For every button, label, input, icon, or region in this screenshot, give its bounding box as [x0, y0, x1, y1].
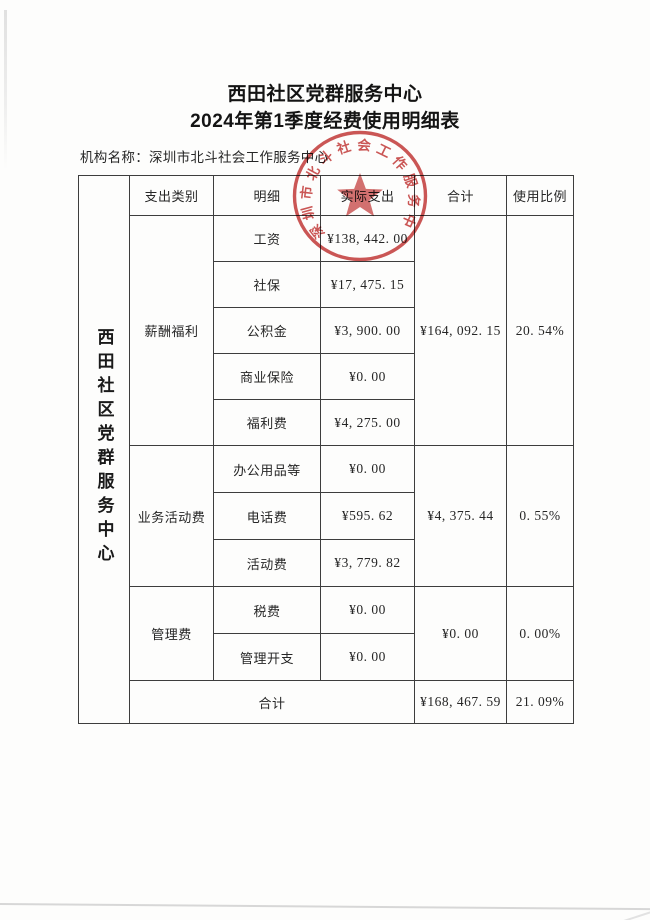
- subtotal-cell-payroll: ¥164, 092. 15: [414, 215, 507, 446]
- total-amount-cell: ¥168, 467. 59: [414, 680, 507, 724]
- subtotal-cell-management: ¥0. 00: [414, 586, 507, 681]
- table-header-row: 西田社区党群服务中心 支出类别 明细 实际支出 合计 使用比例: [78, 175, 574, 724]
- org-name-line: 机构名称：深圳市北斗社会工作服务中心: [80, 149, 328, 167]
- detail-cell: 公积金: [213, 307, 321, 354]
- org-name-value: 深圳市北斗社会工作服务中心: [149, 150, 329, 165]
- detail-cell: 商业保险: [213, 353, 321, 400]
- amount-cell: ¥138, 442. 00: [320, 215, 415, 262]
- amount-cell: ¥3, 900. 00: [320, 307, 415, 354]
- col-header-category: 支出类别: [129, 175, 214, 216]
- ratio-cell-management: 0. 00%: [506, 586, 574, 681]
- page-title: 西田社区党群服务中心 2024年第1季度经费使用明细表: [0, 81, 650, 135]
- amount-cell: ¥0. 00: [320, 633, 415, 681]
- subtotal-cell-activity: ¥4, 375. 44: [414, 445, 507, 587]
- table-row: 活动费 ¥3, 779. 82: [79, 539, 574, 587]
- detail-cell: 工资: [213, 215, 321, 262]
- col-header-detail: 明细: [213, 175, 321, 216]
- page-title-line2: 2024年第1季度经费使用明细表: [190, 111, 460, 132]
- amount-cell: ¥0. 00: [320, 353, 415, 400]
- table-row: 薪酬福利 工资 ¥138, 442. 00 ¥164, 092. 15 20. …: [79, 215, 574, 446]
- amount-cell: ¥0. 00: [320, 445, 415, 493]
- amount-cell: ¥3, 779. 82: [320, 539, 415, 587]
- detail-cell: 电话费: [213, 492, 321, 540]
- table-row: 商业保险 ¥0. 00: [79, 353, 574, 400]
- table-row: 业务活动费 办公用品等 ¥0. 00 ¥4, 375. 44 0. 55%: [79, 445, 574, 587]
- detail-cell: 福利费: [213, 399, 321, 446]
- amount-cell: ¥0. 00: [320, 586, 415, 634]
- vertical-org-title: 西田社区党群服务中心: [94, 327, 114, 568]
- detail-cell: 管理开支: [213, 633, 321, 681]
- table-row: 公积金 ¥3, 900. 00: [79, 307, 574, 354]
- amount-cell: ¥4, 275. 00: [320, 399, 415, 446]
- amount-cell: ¥595. 62: [320, 492, 415, 540]
- category-cell-management: 管理费: [129, 586, 214, 681]
- scan-page-bottom-edge: [0, 903, 650, 910]
- detail-cell: 社保: [213, 261, 321, 308]
- table-row: 电话费 ¥595. 62: [79, 492, 574, 540]
- category-cell-payroll: 薪酬福利: [129, 215, 214, 446]
- total-label-cell: 合计: [129, 680, 415, 724]
- col-header-subtotal: 合计: [414, 175, 507, 216]
- scan-page-corner: [616, 909, 650, 920]
- expense-table: 西田社区党群服务中心 支出类别 明细 实际支出 合计 使用比例 薪酬福利 工资 …: [78, 175, 574, 724]
- table-row: 社保 ¥17, 475. 15: [79, 261, 574, 308]
- col-header-ratio: 使用比例: [506, 175, 574, 216]
- org-name-label: 机构名称：: [80, 150, 149, 165]
- amount-cell: ¥17, 475. 15: [320, 261, 415, 308]
- vertical-org-title-cell: 西田社区党群服务中心: [78, 175, 130, 724]
- table-total-row: 合计 ¥168, 467. 59 21. 09%: [79, 680, 574, 724]
- total-ratio-cell: 21. 09%: [506, 680, 574, 724]
- category-cell-activity: 业务活动费: [129, 445, 214, 587]
- detail-cell: 税费: [213, 586, 321, 634]
- table-row: 管理开支 ¥0. 00: [79, 633, 574, 681]
- ratio-cell-activity: 0. 55%: [506, 445, 574, 587]
- table-row: 管理费 税费 ¥0. 00 ¥0. 00 0. 00%: [79, 586, 574, 681]
- col-header-actual: 实际支出: [320, 175, 415, 216]
- detail-cell: 活动费: [213, 539, 321, 587]
- scan-artifact-streak: [4, 10, 7, 170]
- ratio-cell-payroll: 20. 54%: [506, 215, 574, 446]
- page-title-line1: 西田社区党群服务中心: [227, 84, 423, 105]
- detail-cell: 办公用品等: [213, 445, 321, 493]
- table-row: 福利费 ¥4, 275. 00: [79, 399, 574, 446]
